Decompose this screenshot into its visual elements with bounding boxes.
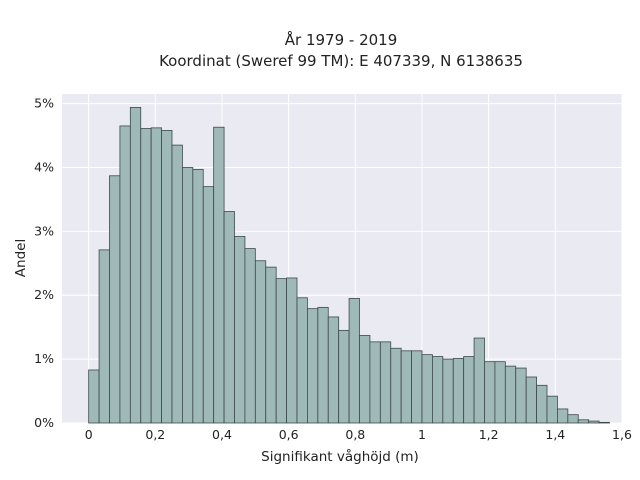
histogram-bar (598, 421, 610, 424)
histogram-bar (234, 236, 246, 424)
histogram-bar (359, 335, 371, 424)
histogram-bar (588, 420, 600, 424)
histogram-bar (296, 297, 308, 424)
histogram-bar (244, 248, 256, 424)
histogram-bar (338, 329, 350, 424)
histogram-bar (390, 347, 402, 424)
histogram-bar (254, 260, 267, 424)
x-tick-label: 0,6 (279, 427, 299, 442)
histogram-bar (484, 361, 496, 424)
histogram-bar (213, 126, 225, 424)
histogram-bar (202, 186, 215, 424)
histogram-bar (504, 365, 517, 424)
histogram-bar (150, 127, 162, 424)
x-tick-label: 1,2 (479, 427, 499, 442)
x-tick-label: 1 (418, 427, 426, 442)
histogram-bar (317, 306, 329, 424)
histogram-bar (182, 167, 194, 424)
y-tick-label: 2% (34, 287, 54, 302)
histogram-bar (286, 277, 298, 424)
histogram-bars (88, 107, 610, 424)
x-tick-label: 0,2 (145, 427, 165, 442)
histogram-bar (577, 419, 590, 424)
x-axis-label: Signifikant våghöjd (m) (261, 448, 419, 465)
y-axis-ticks: 0% 1% 2% 3% 4% 5% (34, 96, 54, 430)
x-tick-label: 0,8 (345, 427, 365, 442)
histogram-bar (452, 358, 465, 424)
x-tick-label: 0 (85, 427, 93, 442)
histogram-bar (88, 369, 100, 424)
histogram-bar (567, 414, 579, 424)
chart-title-line-2: Koordinat (Sweref 99 TM): E 407339, N 61… (159, 52, 523, 70)
histogram-bar (192, 168, 204, 424)
histogram-bar (369, 341, 381, 424)
histogram-bar (546, 395, 558, 424)
y-tick-label: 0% (34, 415, 54, 430)
y-tick-label: 4% (34, 159, 54, 174)
histogram-bar (442, 358, 454, 424)
histogram-bar (98, 249, 110, 424)
histogram-bar (275, 278, 287, 424)
histogram-bar (161, 130, 173, 424)
histogram-bar (525, 376, 537, 424)
y-tick-label: 1% (34, 351, 54, 366)
histogram-bar (265, 266, 277, 424)
histogram-bar (379, 341, 392, 424)
histogram-bar (557, 408, 569, 424)
histogram-bar (473, 337, 485, 424)
histogram-bar (536, 384, 548, 424)
x-tick-label: 0,4 (212, 427, 232, 442)
histogram-bar (432, 356, 444, 424)
histogram-bar (307, 308, 319, 424)
histogram-bar (411, 350, 423, 424)
histogram-bar (400, 350, 412, 424)
histogram-bar (140, 128, 152, 424)
chart-title-line-1: År 1979 - 2019 (285, 30, 398, 49)
histogram-bar (463, 356, 475, 424)
y-tick-label: 3% (34, 223, 54, 238)
histogram-bar (515, 367, 527, 424)
x-tick-label: 1,4 (545, 427, 565, 442)
histogram-bar (421, 354, 433, 424)
histogram-bar (348, 298, 360, 424)
histogram-bar (129, 107, 142, 424)
histogram-bar (327, 316, 340, 424)
histogram-bar (223, 211, 235, 424)
histogram-bar (494, 361, 506, 424)
x-axis-ticks: 0 0,2 0,4 0,6 0,8 1 1,2 1,4 1,6 (85, 427, 632, 442)
y-tick-label: 5% (34, 96, 54, 111)
histogram-bar (109, 175, 121, 424)
histogram-bar (119, 125, 131, 424)
histogram-bar (171, 144, 183, 424)
y-axis-label: Andel (13, 239, 29, 277)
x-tick-label: 1,6 (612, 427, 632, 442)
